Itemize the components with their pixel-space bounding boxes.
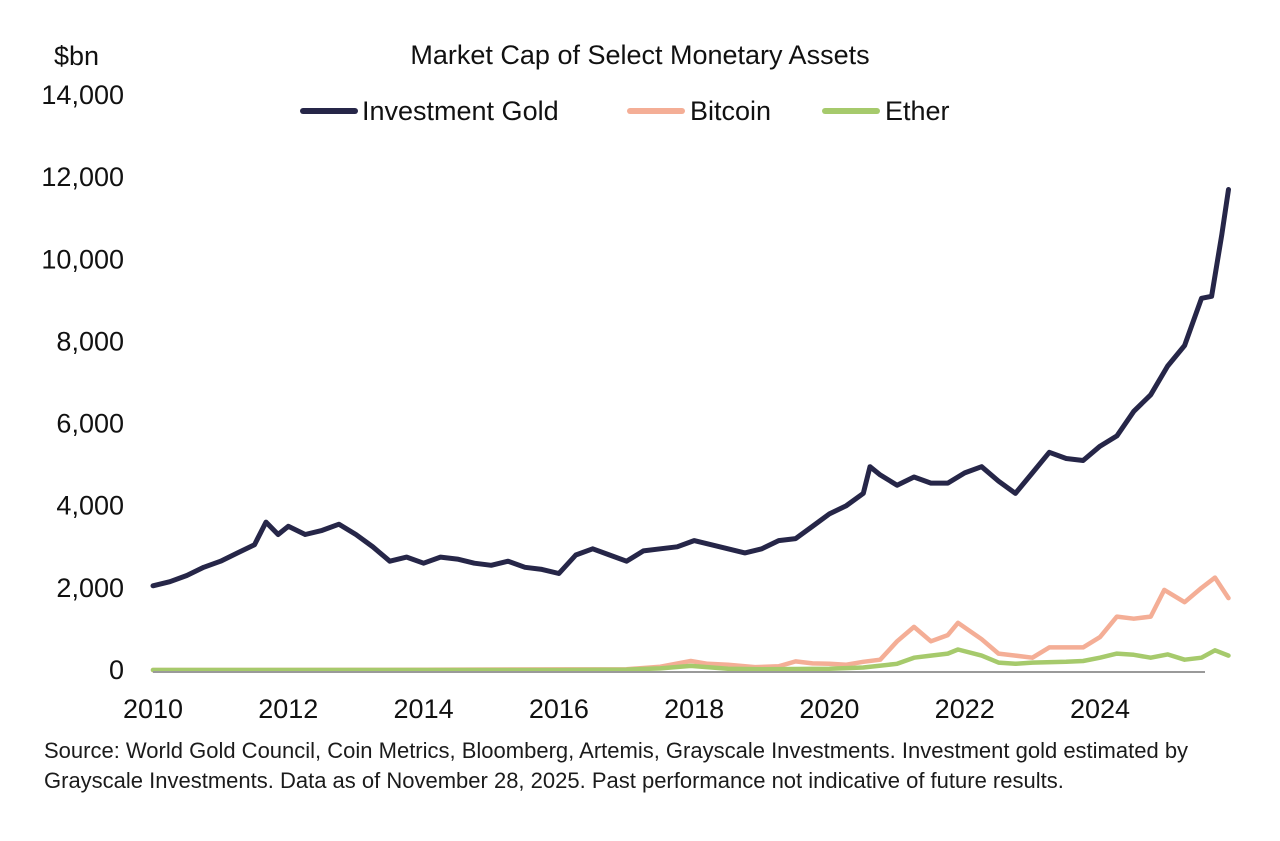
y-axis-ticks: 0 2,000 4,000 6,000 8,000 10,000 12,000 14,000 <box>41 80 124 685</box>
y-tick-label: 10,000 <box>41 244 124 274</box>
y-tick-label: 12,000 <box>41 162 124 192</box>
y-tick-label: 6,000 <box>56 409 124 439</box>
source-note: Source: World Gold Council, Coin Metrics… <box>44 738 1189 793</box>
y-tick-label: 8,000 <box>56 326 124 356</box>
x-tick-label: 2014 <box>394 694 454 724</box>
y-axis-unit-label: $bn <box>54 41 99 71</box>
series-line-ether <box>150 647 1231 673</box>
x-tick-label: 2024 <box>1070 694 1130 724</box>
series-line-bitcoin <box>150 575 1231 673</box>
y-tick-label: 2,000 <box>56 573 124 603</box>
series-line-investment-gold <box>150 187 1231 589</box>
legend-label: Bitcoin <box>690 96 771 126</box>
x-tick-label: 2016 <box>529 694 589 724</box>
x-tick-label: 2022 <box>935 694 995 724</box>
x-tick-label: 2020 <box>799 694 859 724</box>
y-tick-label: 14,000 <box>41 80 124 110</box>
chart-title: Market Cap of Select Monetary Assets <box>410 40 869 70</box>
y-tick-label: 4,000 <box>56 491 124 521</box>
x-tick-label: 2012 <box>258 694 318 724</box>
x-axis-ticks: 2010 2012 2014 2016 2018 2020 2022 2024 <box>123 694 1130 724</box>
legend-label: Ether <box>885 96 950 126</box>
x-tick-label: 2018 <box>664 694 724 724</box>
legend-label: Investment Gold <box>362 96 559 126</box>
series-lines <box>150 187 1231 673</box>
y-tick-label: 0 <box>109 655 124 685</box>
legend: Investment Gold Bitcoin Ether <box>300 96 950 126</box>
x-tick-label: 2010 <box>123 694 183 724</box>
